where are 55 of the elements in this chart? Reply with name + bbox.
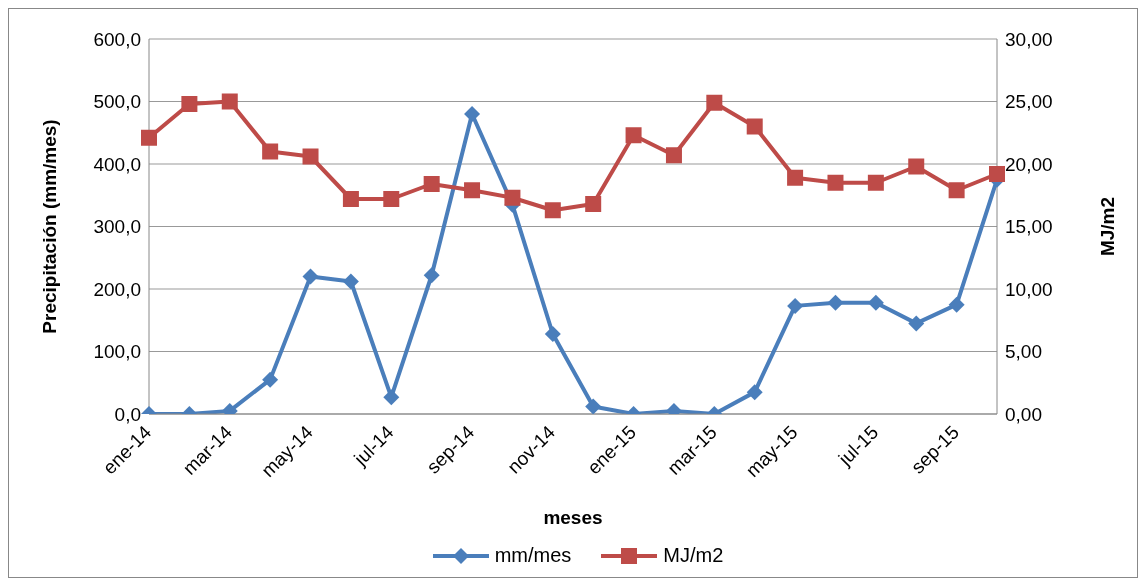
point (989, 166, 1005, 182)
y-tick-label: 300,0 (93, 216, 141, 238)
point (181, 96, 198, 112)
point (423, 176, 440, 192)
y-axis-title: Precipitación (mm/mes) (38, 119, 60, 334)
y2-tick-label: 25,00 (1005, 91, 1053, 113)
point (746, 384, 763, 401)
point (948, 296, 965, 313)
point (665, 147, 682, 164)
point (262, 371, 279, 388)
point (302, 148, 319, 165)
y-tick-label: 100,0 (93, 341, 141, 363)
point (464, 182, 481, 199)
y2-tick-label: 5,00 (1005, 341, 1042, 363)
y2-tick-label: 10,00 (1005, 278, 1053, 300)
point (383, 191, 400, 207)
legend-label: mm/mes (494, 544, 572, 567)
point (585, 196, 602, 212)
legend-label: MJ/m2 (663, 544, 724, 567)
point (383, 389, 400, 406)
point (342, 191, 359, 207)
y2-tick-label: 0,00 (1005, 403, 1042, 425)
point (221, 93, 238, 110)
point (746, 118, 763, 135)
y-tick-label: 500,0 (93, 91, 141, 113)
point (827, 174, 844, 191)
point (867, 174, 884, 191)
point (908, 315, 925, 332)
point (948, 182, 965, 199)
point (706, 94, 723, 111)
point (908, 158, 925, 175)
point (787, 297, 804, 314)
y2-axis-title: MJ/m2 (1096, 196, 1118, 257)
point (625, 127, 642, 144)
point (141, 129, 157, 146)
point (544, 202, 561, 219)
point (423, 267, 440, 284)
point (262, 143, 279, 160)
point (827, 294, 844, 311)
point (787, 169, 804, 186)
y2-tick-label: 20,00 (1005, 153, 1053, 175)
point (867, 294, 884, 311)
x-axis-title: meses (543, 507, 603, 528)
point (585, 398, 602, 414)
y2-tick-label: 15,00 (1005, 216, 1053, 238)
point (342, 273, 359, 290)
y2-tick-label: 30,00 (1005, 28, 1053, 50)
point (302, 268, 319, 285)
y-tick-label: 200,0 (93, 278, 141, 300)
point (464, 106, 481, 122)
y-tick-label: 600,0 (93, 28, 141, 50)
y-tick-label: 0,0 (114, 403, 141, 425)
y-tick-label: 400,0 (93, 153, 141, 175)
point (504, 189, 521, 206)
point (544, 326, 561, 342)
